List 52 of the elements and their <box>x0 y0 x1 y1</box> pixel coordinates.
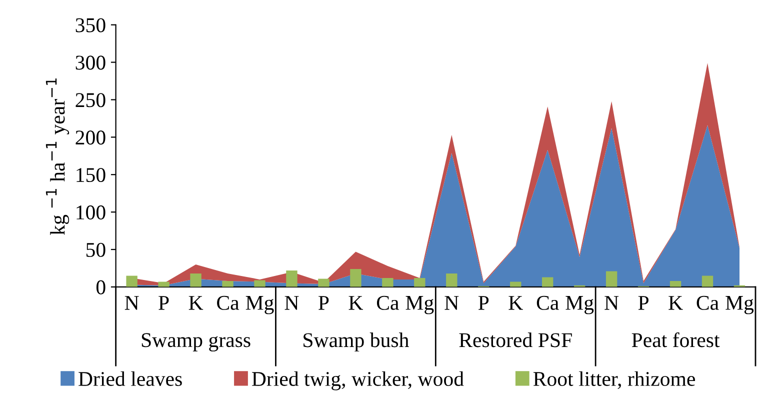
x-tick-label: Ca <box>536 296 559 310</box>
bar <box>382 278 394 287</box>
x-tick-label: P <box>478 296 489 310</box>
y-tick-label: 50 <box>86 242 106 257</box>
x-tick-label: P <box>318 296 329 310</box>
legend-label: Root litter, rhizome <box>533 371 695 389</box>
x-tick-label: K <box>668 296 683 310</box>
x-tick-label: K <box>348 296 364 310</box>
bar <box>446 273 458 287</box>
bar <box>318 278 330 287</box>
x-tick-label: K <box>508 296 523 310</box>
y-tick-label: 350 <box>76 18 106 32</box>
y-tick-label: 150 <box>76 168 106 182</box>
x-tick-label: P <box>158 296 169 310</box>
legend-label: Dried leaves <box>78 371 182 386</box>
x-tick-label: N <box>124 296 139 310</box>
y-tick-label: 200 <box>76 130 106 145</box>
text: Peat forest <box>632 332 720 348</box>
y-tick-label: 0 <box>96 280 106 294</box>
x-tick-label: N <box>284 296 299 310</box>
x-tick-label: Mg <box>406 296 434 314</box>
bar <box>126 276 138 287</box>
bar <box>702 276 714 287</box>
bar <box>158 282 170 287</box>
x-tick-label: Ca <box>696 296 719 310</box>
y-tick-label: 300 <box>76 56 106 70</box>
x-tick-label: Mg <box>566 296 594 314</box>
text: Restored PSF <box>459 332 572 348</box>
x-tick-label: N <box>444 296 459 310</box>
bar <box>542 277 554 287</box>
bar <box>414 278 426 287</box>
y-axis-title: kg $^{−1}$ ha$^{−1}$ year$^{−1}$ <box>46 78 70 235</box>
x-tick-label: Ca <box>376 296 399 310</box>
x-tick-label: K <box>188 296 204 310</box>
bar <box>254 280 266 287</box>
text: Swamp bush <box>304 332 409 352</box>
x-tick-label: Mg <box>246 296 274 314</box>
bar <box>606 271 618 287</box>
bar <box>670 280 682 287</box>
y-tick-label: 250 <box>76 93 106 108</box>
x-tick-label: Mg <box>726 296 754 314</box>
x-tick-label: N <box>604 296 619 310</box>
legend-label: Dried twig, wicker, wood <box>252 371 464 390</box>
y-tick-label: 100 <box>76 205 106 220</box>
x-tick-label: Ca <box>217 296 240 310</box>
bar <box>510 282 522 287</box>
bar <box>190 273 202 287</box>
x-tick-label: P <box>638 296 649 310</box>
bar <box>222 280 234 287</box>
text: Swamp grass <box>142 333 250 352</box>
bar <box>286 270 298 287</box>
bar <box>350 268 362 287</box>
